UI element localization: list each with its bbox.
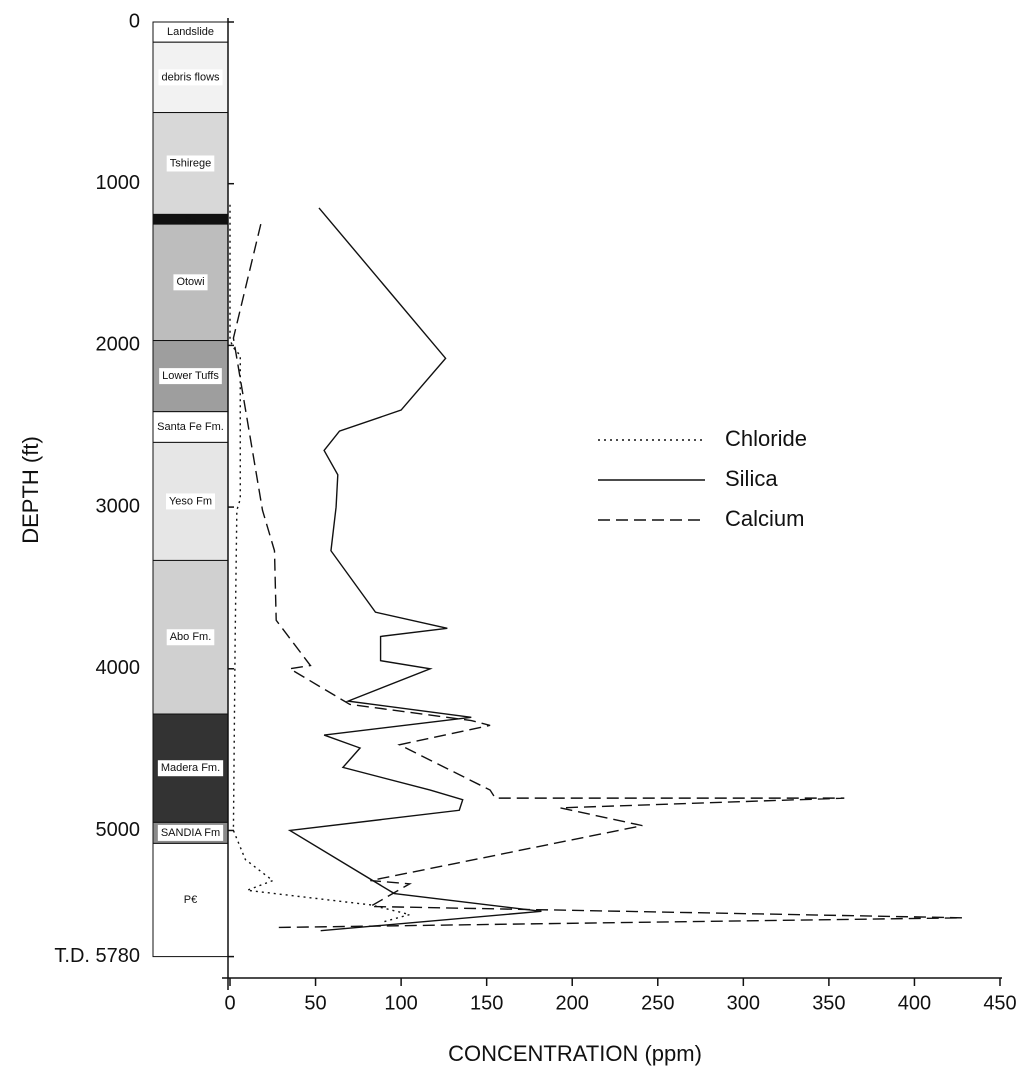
unit-label: S₃ <box>185 213 197 225</box>
series-line <box>287 207 542 932</box>
unit-label: Madera Fm. <box>161 762 220 774</box>
unit-label: Landslide <box>167 26 214 38</box>
y-tick-label: 5000 <box>96 819 141 841</box>
unit-label-box <box>158 69 223 86</box>
unit-label-box <box>155 419 226 436</box>
y-tick-label: 2000 <box>96 334 141 356</box>
unit-label-box <box>165 493 216 510</box>
y-tick-label: 4000 <box>96 657 141 679</box>
x-tick-label: 150 <box>470 992 503 1014</box>
x-tick-label: 250 <box>641 992 674 1014</box>
unit-label: Abo Fm. <box>170 631 212 643</box>
x-tick-label: 450 <box>983 992 1016 1014</box>
legend-label: Silica <box>725 466 778 491</box>
x-tick-label: 400 <box>898 992 931 1014</box>
unit-label: Santa Fe Fm. <box>157 421 224 433</box>
x-tick-label: 0 <box>224 992 235 1014</box>
x-tick-label: 200 <box>556 992 589 1014</box>
y-axis-title: DEPTH (ft) <box>18 436 43 544</box>
legend-label: Chloride <box>725 426 807 451</box>
unit-label: debris flows <box>161 71 220 83</box>
unit-label-box <box>166 155 215 172</box>
y-tick-label: 3000 <box>96 495 141 517</box>
unit-label: Yeso Fm <box>169 495 212 507</box>
unit-label-box <box>157 824 224 841</box>
unit-label-box <box>157 760 224 777</box>
unit-label: Otowi <box>176 276 204 288</box>
unit-label: P€ <box>184 894 197 906</box>
unit-label: Lower Tuffs <box>162 370 219 382</box>
y-tick-label: 0 <box>129 10 140 32</box>
y-tick-label: 1000 <box>96 172 141 194</box>
unit-label: SANDIA Fm <box>161 827 220 839</box>
legend-label: Calcium <box>725 506 804 531</box>
x-tick-label: 350 <box>812 992 845 1014</box>
y-tick-label: T.D. 5780 <box>54 945 140 967</box>
unit-label-box <box>173 274 208 291</box>
unit-label-box <box>180 892 201 909</box>
series-line <box>229 204 413 924</box>
x-axis-title: CONCENTRATION (ppm) <box>448 1041 702 1066</box>
x-tick-label: 50 <box>304 992 326 1014</box>
unit-label: Tshirege <box>170 157 212 169</box>
unit-label-box <box>163 24 218 41</box>
series-line <box>232 223 963 929</box>
x-tick-label: 100 <box>384 992 417 1014</box>
x-tick-label: 300 <box>727 992 760 1014</box>
unit-label-box <box>159 368 222 385</box>
unit-label-box <box>166 629 215 646</box>
